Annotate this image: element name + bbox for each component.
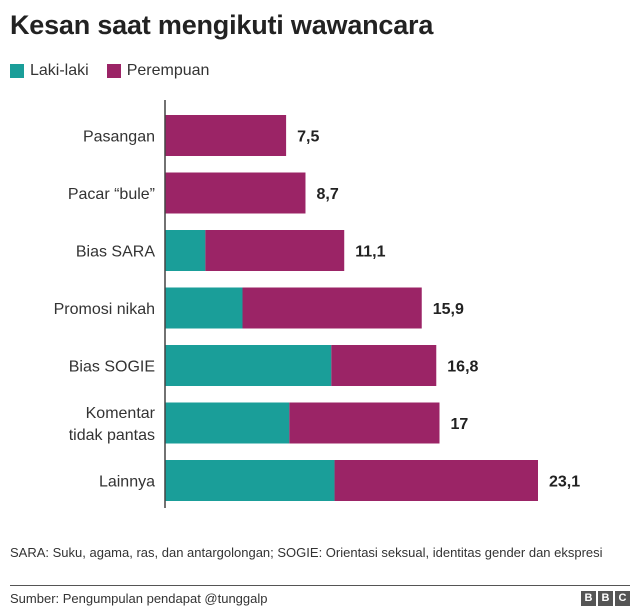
category-label: Bias SARA (76, 244, 155, 261)
value-label: 23,1 (549, 474, 580, 491)
bar-segment-perempuan (331, 345, 437, 386)
legend-label-laki-laki: Laki-laki (30, 62, 89, 79)
bar-segment-laki-laki (165, 402, 290, 444)
category-label: Bias SOGIE (69, 359, 155, 376)
value-label: 11,1 (355, 244, 385, 261)
stacked-bar-chart: Pasangan 7,5 Pacar “bule” 8,7 Bias SARA 11,1 P… (54, 100, 580, 508)
value-label: 8,7 (316, 186, 338, 203)
bar-segment-laki-laki (165, 230, 206, 271)
legend-swatch-perempuan (106, 64, 121, 78)
value-label: 17 (451, 416, 469, 433)
category-label: Promosi nikah (54, 301, 155, 318)
bar-segment-laki-laki (165, 460, 335, 501)
bar-segment-perempuan (334, 460, 538, 501)
footnote: SARA: Suku, agama, ras, dan antargolonga… (10, 545, 603, 560)
bar-segment-perempuan (205, 230, 345, 271)
bar-segment-perempuan (289, 402, 440, 444)
category-label: Lainnya (99, 474, 155, 491)
bar-segment-laki-laki (165, 345, 332, 386)
category-label: tidak pantas (69, 427, 155, 444)
value-label: 16,8 (447, 359, 478, 376)
legend-item-laki-laki: Laki-laki (10, 62, 89, 80)
bbc-logo-letter: C (615, 591, 630, 606)
bar-segment-perempuan (165, 115, 287, 156)
legend-item-perempuan: Perempuan (106, 62, 210, 80)
legend: Laki-laki Perempuan (10, 61, 227, 81)
chart-title: Kesan saat mengikuti wawancara (10, 10, 434, 40)
bar-segment-perempuan (242, 287, 422, 329)
category-label: Komentar (86, 405, 156, 422)
value-label: 7,5 (297, 129, 319, 146)
source-text: Sumber: Pengumpulan pendapat @tunggalp (10, 591, 268, 606)
bbc-logo-letter: B (581, 591, 596, 606)
value-label: 15,9 (433, 301, 464, 318)
bar-segment-perempuan (165, 172, 306, 214)
category-label: Pasangan (83, 129, 155, 146)
bbc-logo: B B C (581, 591, 630, 606)
category-label: Pacar “bule” (68, 186, 155, 203)
bar-segment-laki-laki (165, 287, 243, 329)
legend-swatch-laki-laki (10, 64, 24, 78)
legend-label-perempuan: Perempuan (126, 62, 210, 79)
footer-divider (10, 585, 630, 586)
bbc-logo-letter: B (598, 591, 613, 606)
